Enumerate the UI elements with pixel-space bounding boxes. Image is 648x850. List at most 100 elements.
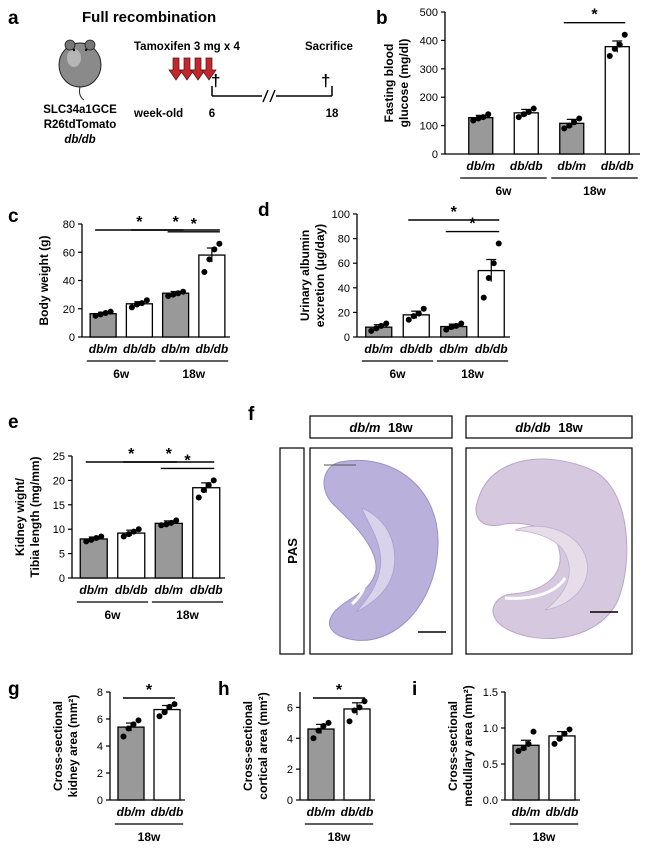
chart-c-point-2-2	[175, 290, 182, 297]
chart-c-ylabel-line-0: Body weight (g)	[37, 236, 51, 326]
chart-b-point-1-2	[525, 108, 532, 115]
chart-b-group-label-0: 6w	[495, 184, 512, 198]
chart-c-category-1: db/db	[123, 342, 156, 356]
chart-b-point-2-3	[576, 115, 583, 122]
panel-label-i: i	[412, 679, 417, 700]
chart-d-point-3-0	[480, 294, 487, 301]
histology-header-dbm-text: db/m 18w	[349, 420, 413, 435]
chart-c-category-3: db/db	[196, 342, 229, 356]
tamoxifen-arrow-2	[179, 57, 195, 81]
chart-b-point-1-1	[520, 111, 527, 118]
chart-d-point-2-3	[458, 320, 465, 327]
chart-e-point-2-2	[168, 519, 175, 526]
chart-d-ytick-label-3: 60	[338, 258, 350, 270]
chart-e-group-label-0: 6w	[104, 608, 121, 622]
histology-genotype-dbm: db/m	[349, 420, 380, 435]
histology-row-label: PAS	[285, 538, 300, 564]
chart-c-point-0-3	[107, 308, 114, 315]
chart-e-ylabel-line-0: Kidney wight/	[13, 477, 27, 556]
chart-b-category-2: db/m	[557, 159, 586, 173]
chart-i-ytick-label-0: 0.0	[483, 795, 498, 807]
chart-g-bar-1	[153, 708, 181, 801]
panel-label-a: a	[8, 8, 19, 29]
chart-e-point-0-2	[93, 534, 100, 541]
chart-h-point-1-0	[346, 718, 353, 725]
chart-g-point-1-2	[166, 703, 173, 710]
chart-g-sig-star-0: *	[146, 682, 153, 699]
chart-e-point-3-2	[205, 482, 212, 489]
chart-c-sig-star-1: *	[136, 214, 143, 231]
chart-d-ytick-label-1: 20	[338, 307, 350, 319]
chart-b-point-0-3	[485, 111, 492, 118]
chart-d-category-2: db/m	[439, 342, 468, 356]
timepoint-end: 18	[326, 108, 339, 120]
chart-c-point-0-1	[97, 311, 104, 318]
chart-b-point-1-3	[530, 105, 537, 112]
chart-i-ytick-label-3: 1.5	[483, 687, 498, 699]
week-old-label: week-old	[133, 108, 183, 120]
chart-d-group-label-1: 18w	[461, 367, 484, 381]
chart-g-point-1-0	[156, 713, 163, 720]
chart-g-ytick-label-1: 2	[97, 768, 103, 780]
chart-g-point-1-3	[171, 701, 178, 708]
chart-e-point-2-3	[173, 517, 180, 524]
chart-c-point-1-1	[133, 301, 140, 308]
chart-c-category-2: db/m	[161, 342, 190, 356]
chart-h-ytick-label-3: 6	[287, 702, 293, 714]
chart-c-point-3-3	[216, 240, 223, 247]
chart-e-ytick-label-5: 25	[53, 451, 65, 463]
chart-i-ylabel-line-1: medullary area (mm²)	[461, 685, 475, 806]
chart-h-sig-star-0: *	[336, 682, 343, 699]
schematic-title: Full recombination	[82, 9, 216, 26]
chart-e-ytick-label-2: 10	[53, 524, 65, 536]
chart-e-bar-1	[117, 532, 146, 579]
histology-header-dbdb-text: db/db 18w	[515, 420, 583, 435]
chart-c-point-1-0	[128, 304, 135, 311]
chart-d-ytick-label-4: 80	[338, 234, 350, 246]
chart-d-ytick-label-5: 100	[332, 209, 350, 221]
chart-b-ytick-label-2: 200	[420, 92, 438, 104]
chart-d-point-1-1	[410, 313, 417, 320]
chart-c-group-label-0: 6w	[113, 367, 130, 381]
chart-e-ytick-label-4: 20	[53, 475, 65, 487]
chart-d-point-0-1	[373, 325, 380, 332]
chart-d: 0 20 40 60 80 100 Urinary albumin excretion (μg…	[298, 204, 510, 381]
chart-c-ytick-label-2: 40	[63, 276, 75, 288]
chart-b-ytick-label-0: 0	[432, 149, 438, 161]
chart-g-point-0-1	[125, 725, 132, 732]
chart-e-ytick-label-0: 0	[59, 573, 65, 585]
chart-b-group-label-1: 18w	[583, 184, 606, 198]
chart-b-point-2-1	[566, 122, 573, 129]
kidney-medulla-dbdb	[514, 525, 588, 611]
chart-b-category-1: db/db	[510, 159, 543, 173]
chart-b-ylabel-line-0: Fasting blood	[382, 44, 396, 123]
chart-e-point-3-3	[210, 477, 217, 484]
chart-b-point-1-0	[515, 114, 522, 121]
chart-g-group-label-0: 18w	[138, 830, 161, 844]
chart-c-ytick-label-4: 80	[63, 219, 75, 231]
chart-i-category-1: db/db	[546, 805, 579, 819]
chart-e-ytick-label-1: 5	[59, 549, 65, 561]
chart-b-point-3-1	[611, 45, 618, 52]
chart-i-point-0-0	[515, 748, 522, 755]
chart-d-point-2-2	[453, 322, 460, 329]
chart-e-sig-star-0: *	[184, 452, 191, 469]
dagger-end: †	[321, 71, 330, 90]
chart-d-ytick-label-0: 0	[344, 332, 350, 344]
chart-e-bar-2	[154, 522, 183, 579]
chart-e-group-label-1: 18w	[176, 608, 199, 622]
chart-h-ylabel-line-1: cortical area (mm²)	[256, 692, 270, 799]
chart-i-point-1-1	[556, 735, 563, 742]
chart-c-point-2-1	[170, 291, 177, 298]
chart-e-point-3-1	[200, 487, 207, 494]
chart-i-group-label-0: 18w	[533, 830, 556, 844]
mouse-line-1: SLC34a1GCE	[43, 104, 117, 116]
histology-row-label-box	[279, 447, 305, 655]
chart-e-category-1: db/db	[115, 583, 148, 597]
chart-b-ytick-label-4: 400	[420, 35, 438, 47]
chart-i-point-0-3	[530, 728, 537, 735]
panel-label-g: g	[8, 679, 20, 700]
histology-age-dbm: 18w	[388, 420, 413, 435]
chart-h-ytick-label-1: 2	[287, 764, 293, 776]
chart-i-point-0-1	[520, 745, 527, 752]
